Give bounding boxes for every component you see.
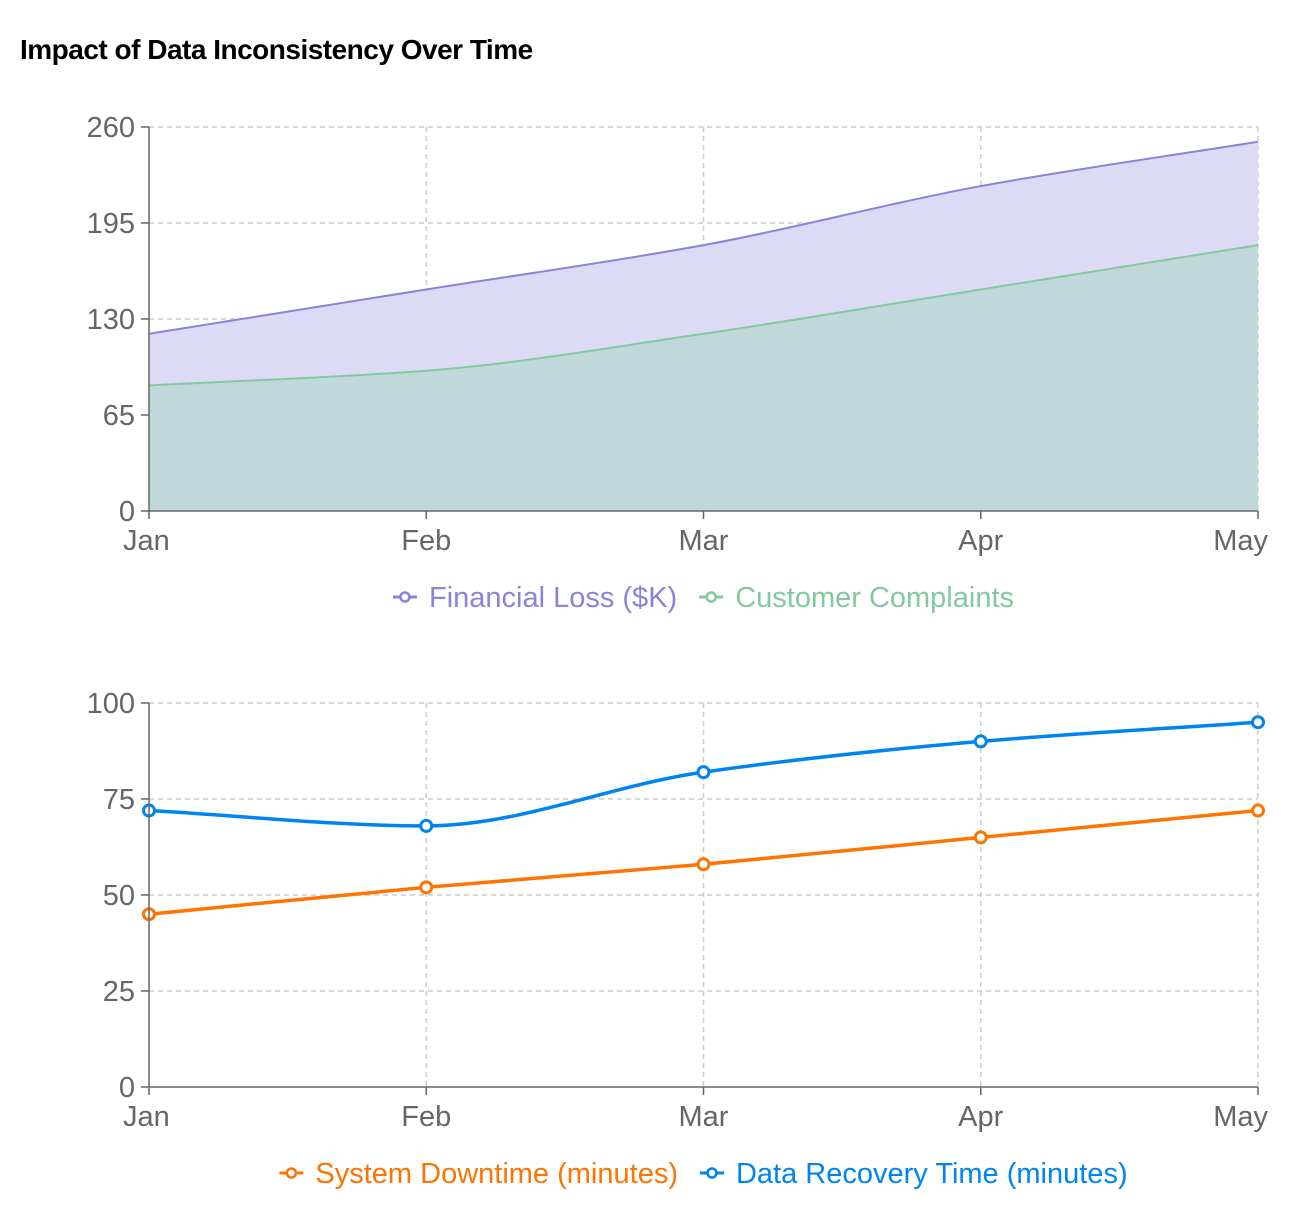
legend-item-series-1: Customer Complaints — [699, 582, 1014, 614]
y-tick-label: 50 — [103, 880, 135, 912]
y-tick-label: 260 — [87, 112, 135, 144]
data-point-series-1 — [419, 818, 434, 833]
legend-swatch-marker — [706, 1167, 718, 1179]
grid — [149, 702, 1259, 1087]
data-point-series-1 — [1251, 715, 1265, 730]
line-chart: 0 25 50 75 100 Jan Feb Mar Apr May System Downtime… — [87, 688, 1269, 1190]
legend-swatch-marker — [285, 1167, 298, 1179]
y-tick-label: 75 — [103, 784, 135, 816]
legend-label: Customer Complaints — [735, 582, 1014, 614]
x-tick-label: Feb — [401, 1101, 451, 1133]
data-point-series-0 — [1251, 803, 1265, 818]
data-point-series-1 — [696, 765, 711, 780]
axes: 0 25 50 75 100 Jan Feb Mar Apr May — [87, 688, 1269, 1133]
x-tick-label: May — [1213, 525, 1268, 557]
series-group — [148, 140, 1259, 511]
axes: 0 65 130 195 260 Jan Feb Mar Apr May — [87, 112, 1269, 557]
area-line-series-0 — [148, 140, 1259, 335]
x-tick-label: Apr — [958, 1101, 1003, 1133]
legend-label: Financial Loss ($K) — [429, 582, 677, 614]
legend-item-series-0: System Downtime (minutes) — [279, 1158, 678, 1190]
y-tick-label: 25 — [103, 976, 135, 1008]
x-tick-label: Jan — [123, 525, 170, 557]
data-point-series-0 — [419, 880, 434, 895]
data-point-series-0 — [696, 857, 711, 872]
legend: System Downtime (minutes) Data Recovery T… — [279, 1158, 1128, 1190]
legend-label: Data Recovery Time (minutes) — [736, 1158, 1128, 1190]
x-tick-label: Apr — [958, 525, 1003, 557]
x-tick-label: Mar — [679, 1101, 729, 1133]
legend-item-series-0: Financial Loss ($K) — [392, 582, 677, 614]
y-tick-label: 195 — [87, 208, 135, 240]
x-tick-label: Feb — [401, 525, 451, 557]
y-tick-label: 65 — [103, 400, 135, 432]
data-point-series-0 — [973, 830, 988, 845]
legend-swatch-marker — [399, 591, 411, 603]
y-tick-label: 130 — [87, 304, 135, 336]
area-fill-series-1 — [149, 245, 1258, 511]
x-tick-label: Jan — [123, 1101, 170, 1133]
legend-label: System Downtime (minutes) — [315, 1158, 678, 1190]
y-tick-label: 0 — [119, 496, 135, 528]
y-tick-label: 100 — [87, 688, 135, 720]
area-chart: 0 65 130 195 260 Jan Feb Mar Apr May Financial Los… — [87, 112, 1269, 614]
x-tick-label: Mar — [679, 525, 729, 557]
x-tick-label: May — [1213, 1101, 1268, 1133]
area-line-series-1 — [148, 244, 1259, 387]
series-group — [142, 715, 1265, 922]
y-tick-label: 0 — [119, 1072, 135, 1104]
page-title: Impact of Data Inconsistency Over Time — [20, 34, 533, 65]
legend-swatch-marker — [705, 591, 717, 603]
legend-item-series-1: Data Recovery Time (minutes) — [699, 1158, 1128, 1190]
data-point-series-1 — [973, 734, 988, 749]
legend: Financial Loss ($K) Customer Complaints — [392, 582, 1014, 614]
